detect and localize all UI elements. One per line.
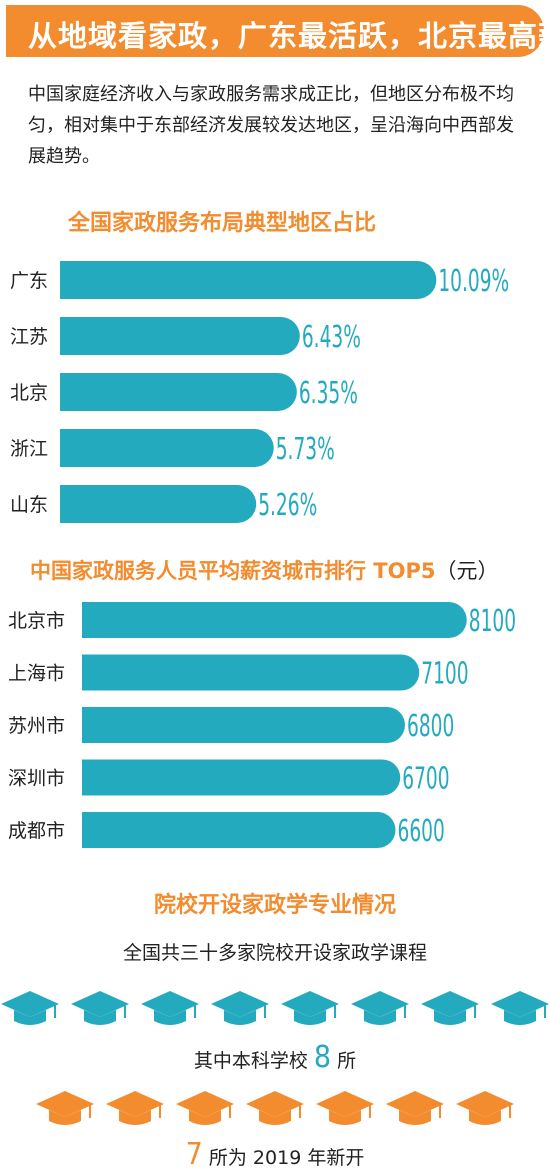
cap-board	[176, 1091, 234, 1117]
bar-value-label: 6.43%	[302, 319, 361, 354]
bar-value-label: 6600	[398, 813, 445, 848]
graduation-cap-icon	[281, 991, 339, 1025]
graduation-cap-icon	[386, 1091, 444, 1125]
salary-chart-title-text: 中国家政服务人员平均薪资城市排行 TOP5	[30, 559, 436, 583]
bar	[82, 602, 467, 638]
graduation-cap-icon	[316, 1091, 374, 1125]
cap-base	[259, 1110, 291, 1125]
undergrad-post: 所	[337, 1050, 357, 1072]
undergrad-line: 其中本科学校 8 所	[0, 1040, 550, 1075]
cap-board	[421, 991, 479, 1017]
bar-value-label: 8100	[469, 603, 516, 638]
cap-base	[224, 1010, 256, 1025]
new-schools-post: 所为 2019 年新开	[208, 1147, 365, 1169]
bar	[60, 373, 297, 411]
bar-category-label: 北京	[10, 382, 48, 404]
banner-title: 从地域看家政，广东最活跃，北京最高薪	[28, 19, 550, 53]
undergrad-pre: 其中本科学校	[193, 1050, 308, 1072]
salary-chart-unit: （元）	[435, 559, 499, 583]
orange-cap-row	[0, 1088, 550, 1130]
salary-chart-title: 中国家政服务人员平均薪资城市排行 TOP5（元）	[30, 555, 499, 585]
graduation-cap-icon	[106, 1091, 164, 1125]
graduation-cap-icon	[141, 991, 199, 1025]
graduation-cap-icon	[421, 991, 479, 1025]
bar-value-label: 6.35%	[299, 375, 358, 410]
cap-base	[399, 1110, 431, 1125]
bar	[60, 485, 257, 523]
graduation-cap-icon	[36, 1091, 94, 1125]
cap-base	[329, 1110, 361, 1125]
title-banner: 从地域看家政，广东最活跃，北京最高薪	[6, 5, 550, 57]
schools-title: 院校开设家政学专业情况	[153, 893, 396, 918]
bar	[60, 261, 437, 299]
bar-category-label: 江苏	[10, 326, 48, 348]
cap-base	[49, 1110, 81, 1125]
bar	[82, 759, 401, 796]
bar-value-label: 5.73%	[276, 431, 335, 466]
cap-board	[281, 991, 339, 1017]
cap-base	[504, 1010, 536, 1025]
cap-base	[469, 1110, 501, 1125]
cap-board	[316, 1091, 374, 1117]
graduation-cap-icon	[71, 991, 129, 1025]
graduation-cap-icon	[176, 1091, 234, 1125]
bar-category-label: 苏州市	[8, 715, 65, 737]
region-share-bar-chart: 广东 10.09% 江苏 6.43% 北京 6.35% 浙江 5.73% 山东 5.26%	[10, 261, 509, 523]
region-chart-title: 全国家政服务布局典型地区占比	[68, 211, 377, 236]
bar-category-label: 广东	[10, 270, 48, 292]
intro-paragraph: 中国家庭经济收入与家政服务需求成正比，但地区分布极不均匀，相对集中于东部经济发展…	[28, 84, 514, 167]
graduation-cap-icon	[246, 1091, 304, 1125]
bar-category-label: 北京市	[8, 610, 65, 632]
bar-value-label: 6800	[407, 708, 454, 743]
bar-value-label: 5.26%	[258, 487, 317, 522]
bar	[82, 654, 420, 691]
graduation-cap-icon	[491, 991, 549, 1025]
bar-value-label: 6700	[402, 761, 449, 796]
graduation-cap-icon	[211, 991, 269, 1025]
bar-category-label: 山东	[10, 494, 48, 516]
cap-base	[14, 1010, 46, 1025]
cap-board	[106, 1091, 164, 1117]
cap-board	[141, 991, 199, 1017]
cap-base	[119, 1110, 151, 1125]
cap-base	[294, 1010, 326, 1025]
bar	[82, 812, 396, 848]
teal-cap-row	[0, 988, 550, 1030]
graduation-cap-icon	[1, 991, 59, 1025]
cap-board	[1, 991, 59, 1017]
cap-board	[71, 991, 129, 1017]
bar-category-label: 上海市	[8, 663, 65, 685]
salary-bar-chart: 北京市 8100 上海市 7100 苏州市 6800 深圳市 6700 成都市 6600	[8, 602, 516, 848]
graduation-cap-icon	[456, 1091, 514, 1125]
cap-board	[351, 991, 409, 1017]
cap-base	[364, 1010, 396, 1025]
bar-category-label: 成都市	[8, 820, 65, 842]
cap-board	[456, 1091, 514, 1117]
cap-board	[246, 1091, 304, 1117]
new-schools-count: 7	[185, 1137, 203, 1172]
cap-base	[434, 1010, 466, 1025]
graduation-cap-icon	[351, 991, 409, 1025]
cap-base	[84, 1010, 116, 1025]
cap-board	[211, 991, 269, 1017]
cap-base	[189, 1110, 221, 1125]
cap-base	[154, 1010, 186, 1025]
undergrad-count: 8	[313, 1040, 332, 1075]
bar-value-label: 10.09%	[438, 263, 509, 298]
cap-board	[36, 1091, 94, 1117]
bar	[60, 317, 300, 355]
schools-total-line: 全国共三十多家院校开设家政学课程	[122, 942, 427, 964]
bar	[82, 707, 405, 743]
new-schools-line: 7 所为 2019 年新开	[0, 1137, 550, 1172]
bar-value-label: 7100	[421, 656, 468, 691]
cap-board	[386, 1091, 444, 1117]
cap-board	[491, 991, 549, 1017]
bar-category-label: 浙江	[10, 438, 48, 460]
bar-category-label: 深圳市	[8, 768, 65, 790]
bar	[60, 429, 274, 467]
